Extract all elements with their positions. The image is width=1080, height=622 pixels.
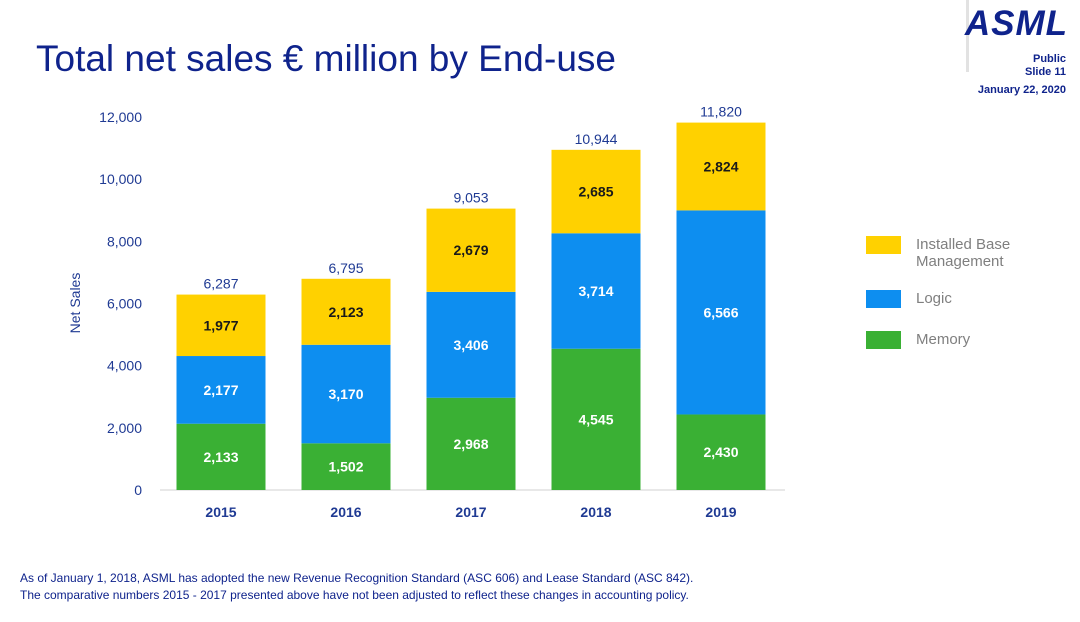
x-tick-label: 2017 xyxy=(455,504,486,520)
bar-value-label: 2,824 xyxy=(703,158,738,174)
y-tick-label: 12,000 xyxy=(99,109,142,125)
x-tick-label: 2016 xyxy=(330,504,361,520)
y-tick-label: 0 xyxy=(134,482,142,498)
legend-label-installed-base: Installed Base Management xyxy=(916,236,1011,270)
bar-segment-memory xyxy=(426,397,516,490)
bar-value-label: 2,679 xyxy=(453,242,488,258)
y-tick-label: 6,000 xyxy=(107,296,142,312)
x-tick-label: 2015 xyxy=(205,504,236,520)
bar-value-label: 2,123 xyxy=(328,304,363,320)
corner-divider xyxy=(966,0,969,72)
legend-label-logic: Logic xyxy=(916,290,952,307)
x-tick-label: 2019 xyxy=(705,504,736,520)
footnote-line-1: As of January 1, 2018, ASML has adopted … xyxy=(20,571,694,585)
legend-swatch-memory xyxy=(866,331,901,349)
bar-segment-memory xyxy=(176,423,266,490)
bar-value-label: 3,714 xyxy=(578,283,613,299)
footnote-line-2: The comparative numbers 2015 - 2017 pres… xyxy=(20,588,689,602)
bar-segment-installed-base-management xyxy=(426,208,516,292)
bar-total-label: 9,053 xyxy=(453,190,488,206)
bar-value-label: 6,566 xyxy=(703,304,738,320)
bar-segment-logic xyxy=(426,291,516,398)
legend-label-memory: Memory xyxy=(916,331,971,348)
bar-value-label: 2,133 xyxy=(203,449,238,465)
classification-label: Public xyxy=(1032,53,1066,65)
y-tick-label: 4,000 xyxy=(107,358,142,374)
x-tick-label: 2018 xyxy=(580,504,611,520)
bar-value-label: 2,685 xyxy=(578,184,613,200)
bar-value-label: 4,545 xyxy=(578,411,613,427)
bar-value-label: 1,502 xyxy=(328,459,363,475)
bar-value-label: 3,170 xyxy=(328,386,363,402)
bar-total-label: 11,820 xyxy=(700,104,742,120)
y-tick-label: 8,000 xyxy=(107,233,142,249)
bar-value-label: 1,977 xyxy=(203,317,238,333)
bar-segment-logic xyxy=(551,233,641,349)
bar-total-label: 6,795 xyxy=(328,260,363,276)
bar-segment-installed-base-management xyxy=(551,149,641,234)
bar-segment-logic xyxy=(176,356,266,424)
y-tick-label: 10,000 xyxy=(99,171,142,187)
bar-segment-memory xyxy=(676,414,766,490)
stacked-bar-chart: 0 2,000 4,000 6,000 8,000 10,000 12,000 Net Sal… xyxy=(67,104,785,520)
bar-value-label: 2,177 xyxy=(203,382,238,398)
bar-segment-logic xyxy=(301,344,391,444)
bar-value-label: 3,406 xyxy=(453,337,488,353)
y-tick-label: 2,000 xyxy=(107,420,142,436)
slide-date: January 22, 2020 xyxy=(977,84,1066,96)
bar-segment-memory xyxy=(301,443,391,490)
y-axis-label: Net Sales xyxy=(67,273,83,334)
bar-segment-installed-base-management xyxy=(676,122,766,211)
legend-swatch-installed-base xyxy=(866,236,901,254)
slide-number: Slide 11 xyxy=(1025,66,1066,78)
legend-swatch-logic xyxy=(866,290,901,308)
bar-total-label: 10,944 xyxy=(575,131,618,147)
asml-logo: ASML xyxy=(964,4,1068,43)
bar-segment-installed-base-management xyxy=(301,278,391,345)
bar-segment-memory xyxy=(551,348,641,490)
bar-value-label: 2,430 xyxy=(703,444,738,460)
bar-total-label: 6,287 xyxy=(203,276,238,292)
bar-segment-logic xyxy=(676,210,766,415)
bar-value-label: 2,968 xyxy=(453,436,488,452)
page-title: Total net sales € million by End-use xyxy=(36,38,616,79)
bar-segment-installed-base-management xyxy=(176,294,266,357)
